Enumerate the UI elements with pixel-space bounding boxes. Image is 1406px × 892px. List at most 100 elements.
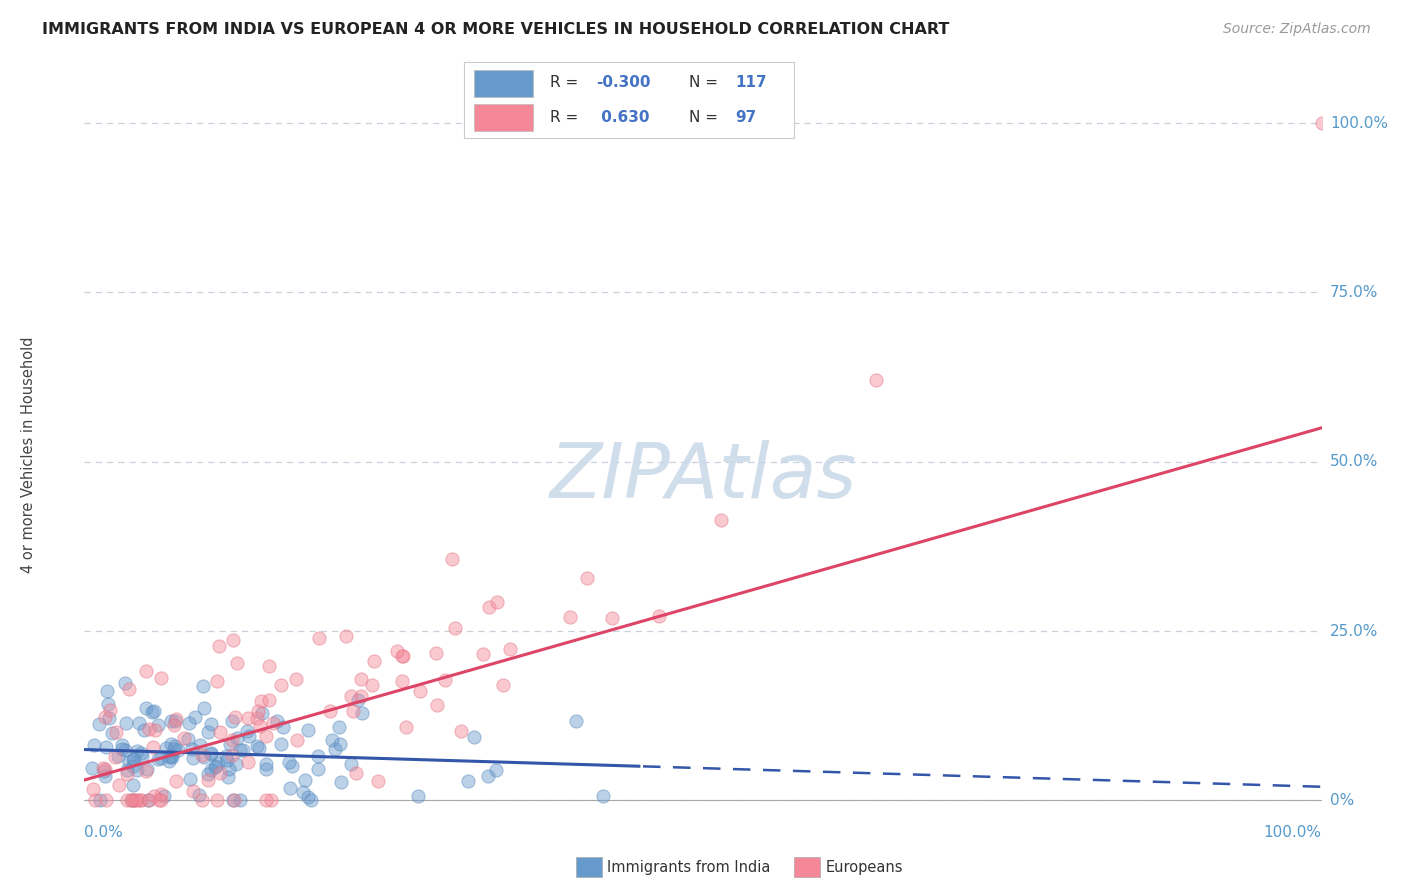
Point	[387, 644, 409, 658]
Point	[254, 730, 277, 744]
Point	[122, 759, 145, 773]
Point	[208, 725, 231, 739]
Point	[138, 793, 160, 807]
Point	[215, 748, 238, 763]
Point	[193, 701, 215, 715]
Point	[205, 793, 228, 807]
Point	[278, 781, 301, 796]
Point	[93, 768, 115, 782]
Point	[115, 767, 138, 781]
Point	[350, 690, 373, 704]
Point	[425, 647, 447, 661]
Point	[409, 684, 432, 698]
Point	[188, 788, 211, 802]
Point	[350, 672, 373, 686]
Point	[124, 793, 146, 807]
Point	[478, 599, 501, 614]
Point	[321, 732, 343, 747]
Point	[226, 731, 249, 745]
Point	[83, 739, 105, 753]
Point	[294, 773, 316, 788]
Point	[136, 762, 159, 776]
Point	[173, 731, 195, 746]
Point	[207, 756, 229, 770]
Point	[163, 742, 186, 756]
Point	[129, 746, 152, 760]
Point	[340, 689, 363, 703]
Point	[125, 764, 148, 778]
Point	[91, 761, 114, 775]
Point	[426, 698, 449, 712]
Point	[94, 793, 117, 807]
Point	[350, 706, 373, 721]
Point	[94, 739, 117, 754]
Point	[226, 656, 249, 670]
Point	[208, 766, 231, 780]
Point	[160, 749, 183, 764]
Point	[247, 741, 270, 756]
Bar	[474, 70, 533, 96]
Point	[188, 739, 211, 753]
Point	[200, 746, 222, 760]
Point	[138, 722, 160, 736]
Point	[471, 647, 494, 661]
Point	[865, 373, 887, 387]
Point	[232, 743, 254, 757]
Point	[297, 723, 319, 737]
Point	[107, 748, 129, 763]
Point	[246, 704, 269, 718]
Point	[444, 621, 467, 635]
Point	[249, 719, 271, 733]
Text: 25.0%: 25.0%	[1330, 624, 1378, 639]
Point	[648, 609, 671, 624]
Point	[297, 789, 319, 804]
Point	[191, 747, 214, 762]
Point	[236, 755, 259, 769]
Point	[257, 659, 280, 673]
Point	[236, 710, 259, 724]
Point	[105, 724, 128, 739]
Text: ZIPAtlas: ZIPAtlas	[550, 440, 856, 514]
Point	[307, 762, 329, 776]
Point	[181, 784, 204, 798]
Point	[329, 775, 352, 789]
Point	[84, 793, 107, 807]
Point	[163, 714, 186, 728]
Point	[340, 757, 363, 772]
Text: IMMIGRANTS FROM INDIA VS EUROPEAN 4 OR MORE VEHICLES IN HOUSEHOLD CORRELATION CH: IMMIGRANTS FROM INDIA VS EUROPEAN 4 OR M…	[42, 22, 949, 37]
Text: Europeans: Europeans	[825, 860, 903, 874]
Point	[197, 724, 219, 739]
Text: 50.0%: 50.0%	[1330, 454, 1378, 469]
Text: 100.0%: 100.0%	[1264, 825, 1322, 840]
Point	[142, 740, 165, 755]
Point	[1310, 116, 1333, 130]
Point	[215, 753, 238, 767]
Point	[98, 703, 121, 717]
Point	[121, 793, 143, 807]
Point	[486, 595, 509, 609]
Point	[114, 716, 136, 731]
Point	[122, 752, 145, 766]
Point	[709, 513, 731, 527]
Point	[499, 641, 522, 656]
Point	[204, 758, 226, 772]
Point	[135, 764, 157, 778]
Point	[160, 749, 183, 764]
Point	[135, 701, 157, 715]
Point	[127, 744, 149, 758]
Text: 0.0%: 0.0%	[84, 825, 124, 840]
Point	[94, 762, 117, 776]
Point	[391, 673, 413, 688]
Point	[197, 772, 219, 787]
Point	[342, 704, 364, 718]
Point	[222, 633, 245, 648]
Text: 117: 117	[735, 76, 766, 90]
Point	[89, 793, 111, 807]
Point	[118, 756, 141, 770]
Point	[124, 793, 146, 807]
Point	[135, 664, 157, 678]
Point	[433, 673, 456, 688]
Point	[165, 739, 187, 753]
Point	[228, 793, 250, 807]
Point	[143, 723, 166, 738]
